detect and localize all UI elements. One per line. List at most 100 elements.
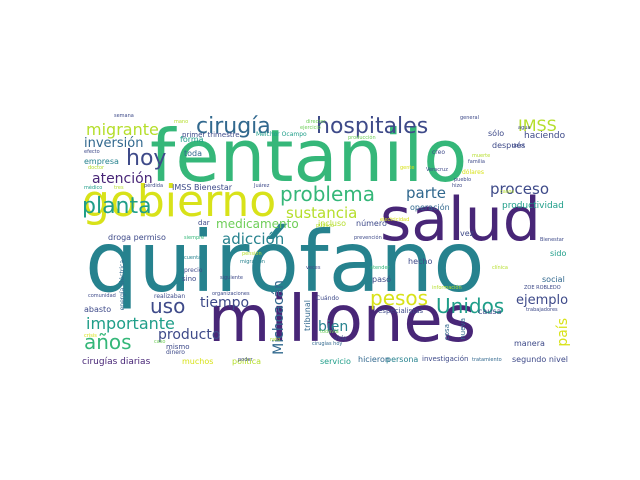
word-segundo-nivel: segundo nivel bbox=[512, 355, 568, 364]
word-anos: años bbox=[84, 330, 132, 354]
word-electricidad: electricidad bbox=[380, 217, 410, 223]
word-cosa: cosa bbox=[443, 324, 451, 341]
word-efecto: efecto bbox=[84, 149, 100, 155]
word-tratamiento: tratamiento bbox=[472, 357, 502, 363]
word-sustancia: sustancia bbox=[286, 204, 358, 222]
word-proceso: proceso bbox=[490, 180, 550, 198]
word-bien: bien bbox=[318, 319, 349, 335]
word-operacion: operación bbox=[410, 203, 450, 212]
word-trabajadores: trabajadores bbox=[526, 307, 558, 313]
word-bienestar: Bienestar bbox=[540, 237, 564, 243]
word-dolares: dólares bbox=[462, 169, 484, 176]
word-imss: IMSS bbox=[518, 116, 557, 135]
word-energia-electrica: energía eléctrica bbox=[119, 260, 126, 311]
word-semana: semana bbox=[114, 113, 134, 119]
word-zoe-robledo: ZOE ROBLEDO bbox=[524, 285, 561, 291]
word-perdida: pérdida bbox=[144, 183, 164, 189]
word-comunidad: comunidad bbox=[88, 293, 116, 299]
word-cirugia: cirugía bbox=[196, 114, 271, 139]
word-muchos: muchos bbox=[182, 357, 214, 366]
word-gente: gente bbox=[400, 165, 415, 171]
word-medicamento: medicamento bbox=[216, 217, 299, 231]
word-cloud: fentanilo quirófano millones salud gobie… bbox=[80, 110, 570, 372]
word-director: director bbox=[306, 119, 326, 125]
word-cirugias-hoy: cirugías hoy bbox=[312, 341, 343, 347]
word-prevencion: prevención bbox=[354, 235, 382, 241]
word-solo: sólo bbox=[488, 129, 505, 138]
word-melchor-ocampo: Melchor Ocampo bbox=[256, 131, 307, 138]
word-pension: pensión bbox=[242, 251, 262, 257]
word-droga-permiso: droga permiso bbox=[108, 233, 166, 242]
word-paso: pasó bbox=[372, 275, 392, 284]
word-pueblo: pueblo bbox=[454, 177, 472, 183]
word-productividad: productividad bbox=[502, 201, 564, 211]
word-politica: política bbox=[232, 357, 262, 366]
word-quirofano: quirófano bbox=[85, 213, 485, 311]
word-forma: forma bbox=[180, 135, 204, 144]
word-siempre: siempre bbox=[184, 235, 205, 241]
word-michoacan: Michoacán bbox=[271, 280, 287, 355]
word-unidos: Unidos bbox=[436, 294, 505, 318]
word-atencion: atención bbox=[92, 171, 153, 187]
word-uso: uso bbox=[150, 294, 186, 318]
word-abasto: abasto bbox=[84, 305, 112, 314]
word-juarez: Juárez bbox=[254, 183, 270, 189]
word-social: social bbox=[542, 275, 565, 284]
word-hizo: hizo bbox=[452, 183, 463, 189]
word-ejercicio: ejercicio bbox=[300, 125, 321, 131]
word-investigacion: investigación bbox=[422, 355, 469, 363]
word-nueva: nueva bbox=[459, 318, 467, 340]
word-cuando: Cuándo bbox=[316, 295, 339, 302]
word-muerte: muerte bbox=[472, 153, 491, 159]
word-dinero: dinero bbox=[166, 349, 185, 356]
word-atender: atender bbox=[370, 265, 390, 271]
word-hoy: hoy bbox=[126, 146, 167, 171]
word-mismo: mismo bbox=[166, 343, 190, 351]
word-hospitales: hospitales bbox=[316, 114, 429, 139]
word-fentanilo: fentanilo bbox=[150, 114, 468, 198]
word-tres: tres bbox=[114, 185, 124, 191]
word-sino: sino bbox=[182, 275, 197, 283]
word-publico: público bbox=[316, 223, 335, 229]
word-numero: número bbox=[356, 219, 387, 228]
word-tribunal: tribunal bbox=[303, 300, 312, 331]
word-vez: vez bbox=[460, 229, 474, 238]
word-importante: importante bbox=[86, 314, 175, 333]
word-haciendo: haciendo bbox=[524, 131, 566, 141]
word-adiccion: adicción bbox=[222, 230, 285, 248]
word-medico: médico bbox=[84, 185, 103, 191]
word-parte: parte bbox=[406, 184, 446, 202]
word-dolor: dolor bbox=[512, 143, 525, 149]
word-migrante: migrante bbox=[86, 120, 159, 139]
word-servicio: servicio bbox=[320, 357, 351, 366]
word-cuenta: cuenta bbox=[184, 255, 202, 261]
word-pais: país bbox=[555, 318, 570, 347]
word-creo: creo bbox=[432, 149, 445, 156]
word-realizaban: realizaban bbox=[154, 293, 186, 300]
word-gobierno: gobierno bbox=[82, 176, 277, 227]
word-informacion: información bbox=[432, 285, 462, 291]
word-manera: manera bbox=[514, 339, 545, 348]
word-precio: precio bbox=[184, 267, 203, 274]
word-doctor: doctor bbox=[88, 165, 105, 171]
word-hicieron: hicieron bbox=[358, 355, 390, 364]
word-crisis: crisis bbox=[84, 333, 97, 339]
word-rato: rato bbox=[270, 337, 281, 343]
word-clinica: clínica bbox=[492, 265, 508, 271]
word-toda: toda bbox=[184, 149, 203, 158]
word-especialistas: especialistas bbox=[378, 307, 424, 315]
word-millones: millones bbox=[208, 283, 477, 357]
word-empresa: empresa bbox=[84, 157, 119, 166]
word-todavia: todavía bbox=[320, 329, 339, 335]
word-producto: producto bbox=[158, 327, 221, 343]
word-poder: poder bbox=[238, 357, 253, 363]
word-organizaciones: organizaciones bbox=[212, 291, 250, 297]
word-casos: casos bbox=[500, 189, 515, 195]
word-mano: mano bbox=[174, 119, 189, 125]
word-incluso: incluso bbox=[318, 219, 347, 228]
word-pesos: pesos bbox=[370, 286, 429, 310]
word-siguiente: siguiente bbox=[220, 275, 244, 281]
word-hecho: hecho bbox=[408, 257, 433, 266]
word-ejemplo: ejemplo bbox=[516, 293, 569, 308]
